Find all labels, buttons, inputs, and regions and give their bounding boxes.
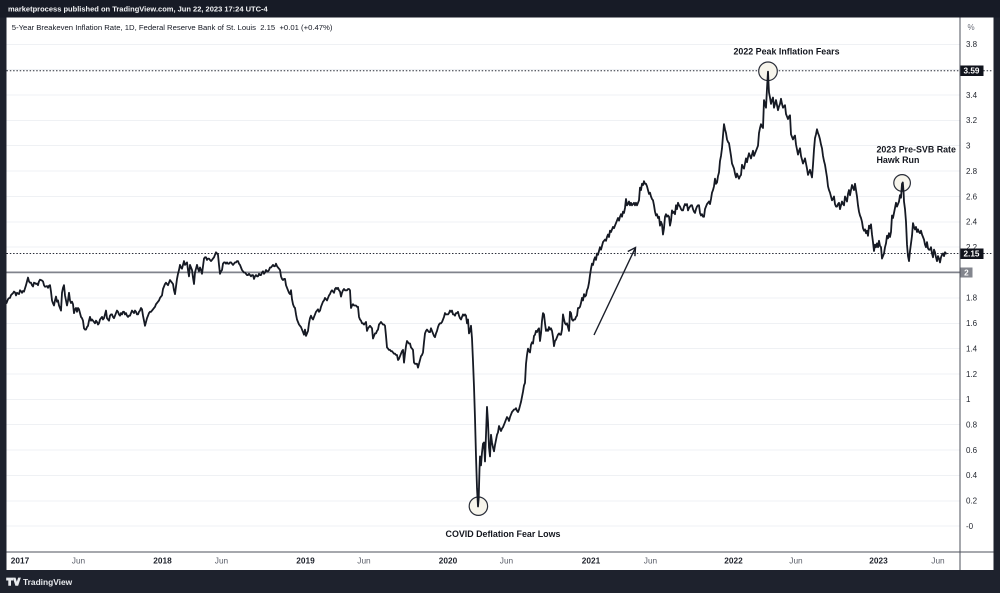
svg-text:%: % — [968, 23, 975, 32]
svg-text:2.2: 2.2 — [966, 243, 978, 252]
svg-text:1.6: 1.6 — [966, 319, 978, 328]
svg-text:2: 2 — [964, 269, 969, 278]
svg-text:1.8: 1.8 — [966, 294, 978, 303]
svg-text:Jun: Jun — [644, 556, 658, 566]
svg-text:1.2: 1.2 — [966, 370, 978, 379]
svg-text:3.8: 3.8 — [966, 40, 978, 49]
svg-text:Jun: Jun — [72, 556, 86, 566]
svg-text:Jun: Jun — [500, 556, 514, 566]
svg-text:-0: -0 — [966, 522, 974, 531]
svg-text:2020: 2020 — [439, 556, 458, 566]
svg-text:2.6: 2.6 — [966, 192, 978, 201]
svg-text:5-Year Breakeven Inflation Rat: 5-Year Breakeven Inflation Rate, 1D, Fed… — [12, 23, 333, 32]
svg-text:3.59: 3.59 — [964, 67, 980, 76]
svg-text:2019: 2019 — [296, 556, 315, 566]
svg-text:2023 Pre-SVB Rate: 2023 Pre-SVB Rate — [877, 144, 956, 154]
svg-text:Jun: Jun — [931, 556, 945, 566]
svg-text:3.2: 3.2 — [966, 116, 978, 125]
svg-text:Jun: Jun — [789, 556, 803, 566]
svg-text:2021: 2021 — [582, 556, 601, 566]
svg-text:2018: 2018 — [153, 556, 172, 566]
svg-text:Jun: Jun — [215, 556, 229, 566]
svg-text:1.4: 1.4 — [966, 344, 978, 353]
svg-text:2017: 2017 — [11, 556, 30, 566]
svg-text:TradingView: TradingView — [23, 577, 73, 587]
svg-text:0.6: 0.6 — [966, 446, 978, 455]
svg-text:0.4: 0.4 — [966, 471, 978, 480]
svg-text:2.15: 2.15 — [964, 250, 980, 259]
svg-text:0.2: 0.2 — [966, 497, 978, 506]
svg-text:marketprocess published on Tra: marketprocess published on TradingView.c… — [8, 5, 269, 14]
svg-text:3: 3 — [966, 142, 971, 151]
svg-text:COVID Deflation Fear Lows: COVID Deflation Fear Lows — [446, 529, 561, 539]
svg-text:Hawk Run: Hawk Run — [877, 155, 920, 165]
svg-text:2.8: 2.8 — [966, 167, 978, 176]
svg-text:2022 Peak Inflation Fears: 2022 Peak Inflation Fears — [733, 46, 839, 56]
svg-text:Jun: Jun — [357, 556, 371, 566]
svg-text:1: 1 — [966, 395, 971, 404]
svg-text:2023: 2023 — [869, 556, 888, 566]
svg-text:0.8: 0.8 — [966, 421, 978, 430]
svg-text:3.4: 3.4 — [966, 91, 978, 100]
svg-text:2.4: 2.4 — [966, 218, 978, 227]
svg-text:2022: 2022 — [724, 556, 743, 566]
